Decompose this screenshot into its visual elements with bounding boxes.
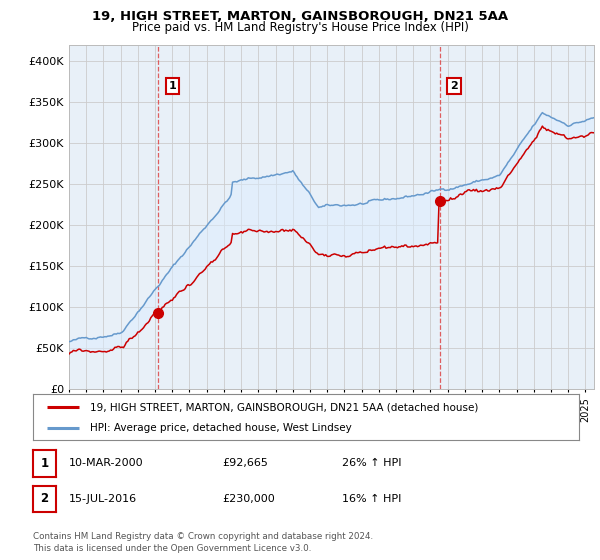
- Text: HPI: Average price, detached house, West Lindsey: HPI: Average price, detached house, West…: [91, 423, 352, 433]
- Text: 10-MAR-2000: 10-MAR-2000: [69, 458, 143, 468]
- Text: 15-JUL-2016: 15-JUL-2016: [69, 494, 137, 504]
- Text: £92,665: £92,665: [222, 458, 268, 468]
- Text: Contains HM Land Registry data © Crown copyright and database right 2024.
This d: Contains HM Land Registry data © Crown c…: [33, 533, 373, 553]
- Text: 2: 2: [40, 492, 49, 506]
- Text: £230,000: £230,000: [222, 494, 275, 504]
- Text: 26% ↑ HPI: 26% ↑ HPI: [342, 458, 401, 468]
- Text: 1: 1: [169, 81, 176, 91]
- Text: 1: 1: [40, 456, 49, 470]
- Text: 19, HIGH STREET, MARTON, GAINSBOROUGH, DN21 5AA (detached house): 19, HIGH STREET, MARTON, GAINSBOROUGH, D…: [91, 403, 479, 413]
- Text: Price paid vs. HM Land Registry's House Price Index (HPI): Price paid vs. HM Land Registry's House …: [131, 21, 469, 34]
- Text: 2: 2: [450, 81, 458, 91]
- Text: 16% ↑ HPI: 16% ↑ HPI: [342, 494, 401, 504]
- Text: 19, HIGH STREET, MARTON, GAINSBOROUGH, DN21 5AA: 19, HIGH STREET, MARTON, GAINSBOROUGH, D…: [92, 10, 508, 23]
